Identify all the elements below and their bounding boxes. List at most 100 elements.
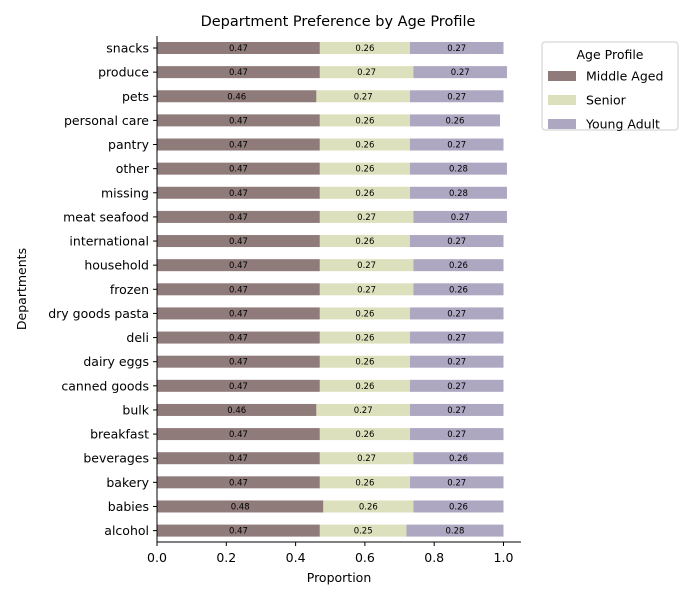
x-tick-label-0.6: 0.6 [355,550,375,565]
data-labels-group: 0.47 0.25 0.28 0.48 0.26 0.26 0.47 0.26 0.27 0.47… [227,44,469,537]
y-tick-label-canned-goods: canned goods [61,378,149,393]
bar-young-adult-snacks [409,42,504,54]
data-label-senior-deli: 0.26 [355,334,374,344]
bar-young-adult-pets [409,90,504,103]
bar-middle-aged-canned-goods [157,379,320,392]
x-tick-label-0.4: 0.4 [286,550,306,565]
bar-senior-alcohol [319,524,407,537]
y-axis-label: Departments [14,248,29,330]
bar-senior-deli [319,331,410,344]
bar-middle-aged-produce [157,66,320,79]
legend-label-middle-aged: Middle Aged [586,69,663,84]
x-tick-label-0.8: 0.8 [424,550,444,565]
y-tick-label-other: other [116,161,150,176]
y-tick-label-bakery: bakery [106,475,149,490]
bar-middle-aged-beverages [157,452,320,465]
data-label-young-adult-babies: 0.26 [449,502,468,512]
bar-young-adult-deli [409,331,504,344]
bar-young-adult-canned-goods [409,379,504,392]
data-label-senior-breakfast: 0.26 [355,430,374,440]
bar-middle-aged-international [157,235,320,248]
bar-senior-dairy-eggs [319,355,410,368]
bar-young-adult-missing [409,186,507,199]
bar-young-adult-babies [413,500,504,513]
bar-middle-aged-pantry [157,138,320,151]
bar-middle-aged-personal-care [157,114,320,127]
y-tick-label-frozen: frozen [110,282,149,297]
x-axis-ticks: 0.0 0.2 0.4 0.6 0.8 1.0 [147,542,513,565]
bar-middle-aged-other [157,162,320,175]
bar-senior-bulk [316,403,410,416]
bar-middle-aged-deli [157,331,320,344]
data-label-middle-aged-snacks: 0.47 [229,44,248,54]
bar-middle-aged-babies [157,500,324,513]
bar-senior-frozen [319,283,414,296]
data-label-senior-canned-goods: 0.26 [355,382,374,392]
data-label-senior-snacks: 0.26 [355,44,374,54]
bar-young-adult-beverages [413,452,504,465]
data-label-young-adult-bulk: 0.27 [447,406,466,416]
bar-senior-other [319,162,410,175]
legend-items: Middle Aged Senior Young Adult [548,69,663,132]
data-label-young-adult-beverages: 0.26 [449,454,468,464]
y-tick-label-missing: missing [101,185,149,200]
bar-senior-babies [323,500,414,513]
data-label-senior-bulk: 0.27 [354,406,373,416]
bar-middle-aged-meat-seafood [157,210,320,223]
legend-swatch-middle-aged [548,71,576,81]
y-tick-label-pantry: pantry [108,137,150,152]
data-label-middle-aged-international: 0.47 [229,237,248,247]
y-tick-label-pets: pets [122,89,149,104]
data-label-young-adult-other: 0.28 [449,165,468,175]
x-tick-label-0.0: 0.0 [147,550,167,565]
data-label-senior-frozen: 0.27 [357,285,376,295]
data-label-young-adult-missing: 0.28 [449,189,468,199]
data-label-middle-aged-other: 0.47 [229,165,248,175]
bar-senior-bakery [319,476,410,489]
data-label-middle-aged-babies: 0.48 [231,502,250,512]
bar-middle-aged-alcohol [157,524,320,537]
y-tick-label-bulk: bulk [122,402,149,417]
bar-middle-aged-household [157,259,320,272]
y-tick-label-dry-goods-pasta: dry goods pasta [48,306,149,321]
data-label-young-adult-deli: 0.27 [447,334,466,344]
bar-senior-pantry [319,138,410,151]
bar-senior-breakfast [319,428,410,441]
legend-frame [541,41,679,131]
bar-senior-dry-goods-pasta [319,307,410,320]
legend-title: Age Profile [576,47,643,62]
data-label-middle-aged-dry-goods-pasta: 0.47 [229,309,248,319]
data-label-senior-personal-care: 0.26 [355,116,374,126]
bar-young-adult-dairy-eggs [409,355,504,368]
data-label-senior-missing: 0.26 [355,189,374,199]
bar-young-adult-breakfast [409,428,504,441]
bar-senior-missing [319,186,410,199]
bar-senior-produce [319,66,414,79]
bar-middle-aged-breakfast [157,428,320,441]
data-label-middle-aged-household: 0.47 [229,261,248,271]
y-tick-label-household: household [84,258,149,273]
data-label-middle-aged-pantry: 0.47 [229,141,248,151]
bar-senior-canned-goods [319,379,410,392]
y-tick-label-international: international [69,234,149,249]
bar-middle-aged-dry-goods-pasta [157,307,320,320]
legend: Age Profile Middle Aged Senior Young Adult [541,41,679,132]
data-label-young-adult-dry-goods-pasta: 0.27 [447,309,466,319]
data-label-middle-aged-dairy-eggs: 0.47 [229,358,248,368]
bar-middle-aged-bakery [157,476,320,489]
y-tick-label-alcohol: alcohol [104,523,149,538]
data-label-young-adult-household: 0.26 [449,261,468,271]
bar-young-adult-international [409,235,504,248]
bar-senior-beverages [319,452,414,465]
y-tick-label-beverages: beverages [83,451,149,466]
data-label-middle-aged-bakery: 0.47 [229,478,248,488]
data-label-young-adult-pantry: 0.27 [447,141,466,151]
chart-title: Department Preference by Age Profile [201,14,476,30]
bar-middle-aged-frozen [157,283,320,296]
y-tick-label-snacks: snacks [106,41,149,56]
data-label-young-adult-personal-care: 0.26 [446,116,465,126]
bar-senior-international [319,235,410,248]
data-label-young-adult-produce: 0.27 [451,68,470,78]
bar-young-adult-alcohol [406,524,504,537]
data-label-senior-beverages: 0.27 [357,454,376,464]
